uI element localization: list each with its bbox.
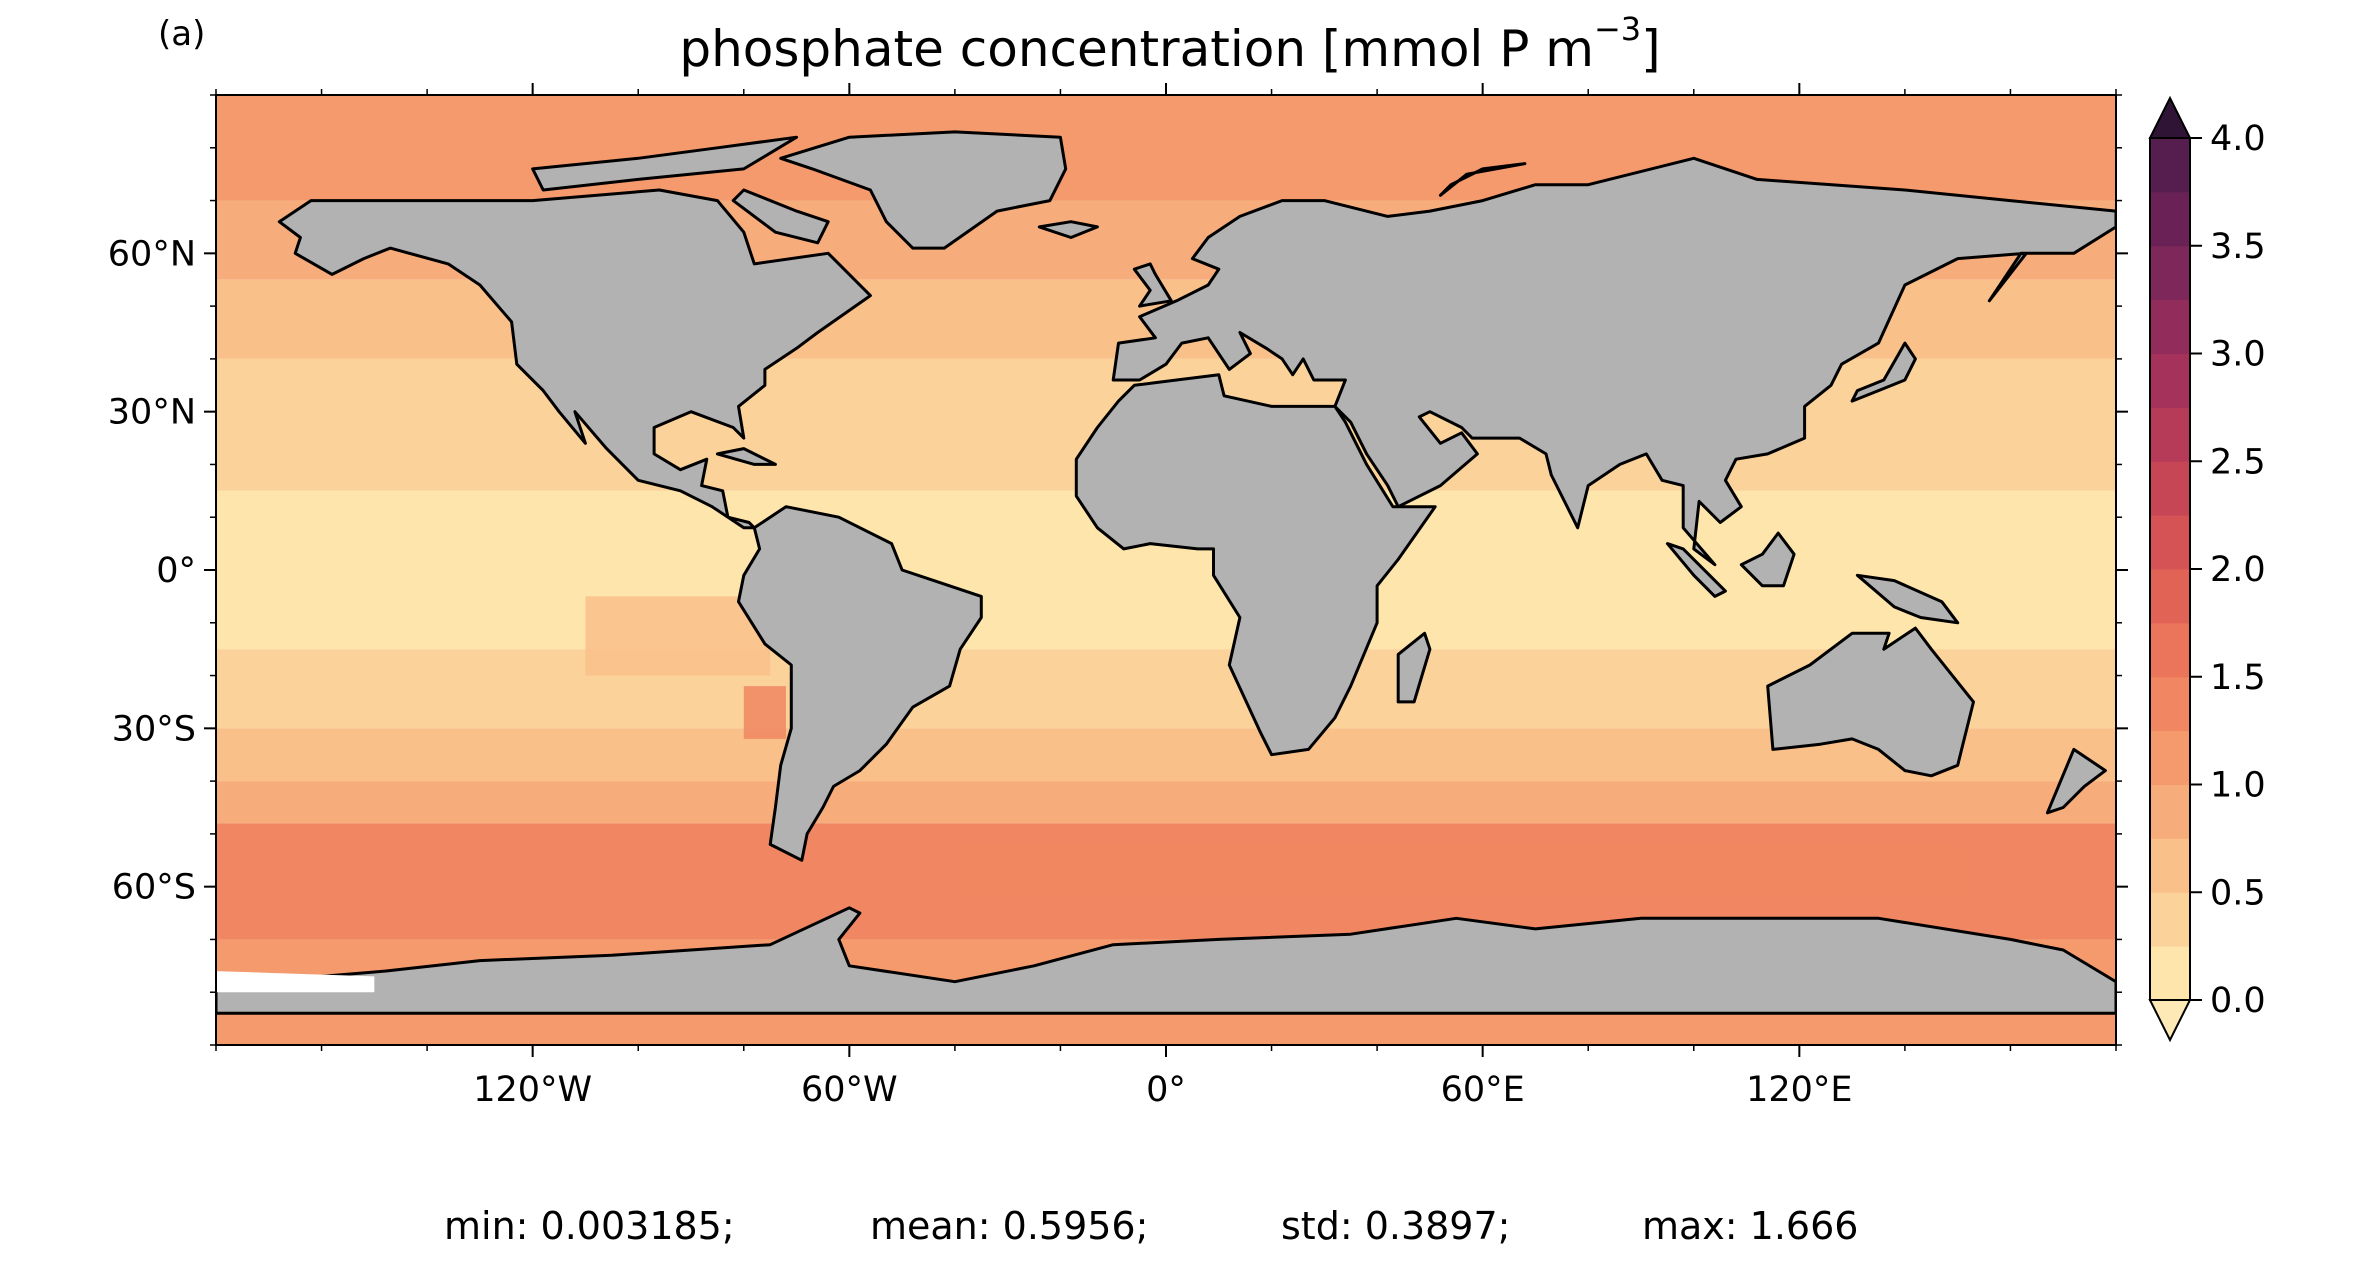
title-suffix: ]: [1641, 20, 1661, 78]
land-greenland: [779, 130, 1068, 250]
panel-label: (a): [158, 14, 206, 54]
land-antarctica: [216, 906, 2116, 1015]
colorbar-bin: [2150, 892, 2190, 947]
colorbar-bin: [2150, 299, 2190, 354]
colorbar-tick-label: 3.5: [2210, 227, 2266, 267]
patch-peru: [585, 596, 771, 676]
colorbar-bin: [2150, 353, 2190, 408]
land-great-britain: [1132, 262, 1173, 308]
stat-max: max: 1.666: [1642, 1204, 1859, 1248]
x-tick-label: 120°W: [473, 1070, 592, 1110]
ross-ice-shelf: [216, 971, 375, 993]
x-tick-label: 120°E: [1746, 1070, 1852, 1110]
land-sumatra: [1665, 542, 1727, 598]
colorbar-tick-label: 1.0: [2210, 766, 2266, 806]
colorbar-tick-label: 1.5: [2210, 658, 2266, 698]
land-cuba: [715, 447, 777, 466]
land-new-zealand: [2045, 747, 2107, 815]
colorbar-bin: [2150, 569, 2190, 624]
colorbar-tick-label: 2.5: [2210, 442, 2266, 482]
colorbar: 0.0 0.5 1.0 1.5 2.0 2.5 3.0 3.5 4.0: [2148, 95, 2266, 1043]
colorbar-bin: [2150, 191, 2190, 247]
land-new-guinea: [1855, 573, 1960, 625]
colorbar-tick-label: 0.5: [2210, 873, 2266, 913]
land-arctic-islands: [531, 135, 799, 192]
colorbar-bin: [2150, 407, 2190, 462]
colorbar-bin: [2150, 138, 2190, 193]
colorbar-bin: [2150, 946, 2190, 1001]
y-tick-label: 30°N: [108, 393, 196, 433]
title-superscript: −3: [1593, 10, 1642, 48]
colorbar-bin: [2150, 515, 2190, 570]
stat-min: min: 0.003185;: [444, 1204, 735, 1248]
axis-ticks: 120°W 60°W 0° 60°E 120°E 60°N 30°N 0° 30°S 60°S: [108, 83, 2128, 1110]
land-mask: [216, 130, 2116, 1015]
map-title: phosphate concentration [mmol P m−3]: [590, 13, 1750, 78]
colorbar-extend-min: [2148, 999, 2192, 1043]
land-iceland: [1037, 220, 1099, 239]
y-tick-label: 60°S: [112, 868, 196, 908]
field-band-7: [216, 781, 2116, 824]
colorbar-bin: [2150, 461, 2190, 516]
land-borneo: [1739, 531, 1796, 588]
colorbar-bin: [2150, 784, 2190, 839]
land-north-america: [277, 188, 872, 530]
colorbar-extend-max: [2148, 95, 2192, 139]
land-south-america: [737, 505, 983, 862]
land-australia: [1766, 626, 1975, 778]
colorbar-bin: [2150, 838, 2190, 893]
title-text: phosphate concentration [mmol P m: [679, 20, 1594, 78]
y-tick-label: 30°S: [112, 709, 196, 749]
colorbar-tick-label: 3.0: [2210, 335, 2266, 375]
colorbar-bin: [2150, 622, 2190, 678]
y-tick-label: 60°N: [108, 234, 196, 274]
patch-southern-ocean: [954, 844, 1958, 898]
colorbar-bin: [2150, 245, 2190, 301]
y-tick-label: 0°: [156, 551, 196, 591]
colorbar-bin: [2150, 730, 2190, 785]
x-tick-label: 0°: [1146, 1070, 1186, 1110]
colorbar-tick-label: 4.0: [2210, 119, 2266, 159]
stat-std: std: 0.3897;: [1281, 1204, 1511, 1248]
land-japan: [1850, 341, 1917, 403]
x-tick-label: 60°W: [801, 1070, 898, 1110]
colorbar-bin: [2150, 676, 2190, 732]
land-africa: [1074, 373, 1437, 757]
colorbar-tick-label: 2.0: [2210, 550, 2266, 590]
land-baffin: [731, 188, 830, 245]
x-tick-label: 60°E: [1441, 1070, 1525, 1110]
land-svalbard-nz: [1438, 162, 1527, 197]
land-eurasia: [1111, 156, 2116, 567]
land-madagascar: [1396, 631, 1432, 704]
colorbar-tick-label: 0.0: [2210, 981, 2266, 1021]
stat-mean: mean: 0.5956;: [870, 1204, 1149, 1248]
patch-chile: [743, 686, 786, 739]
